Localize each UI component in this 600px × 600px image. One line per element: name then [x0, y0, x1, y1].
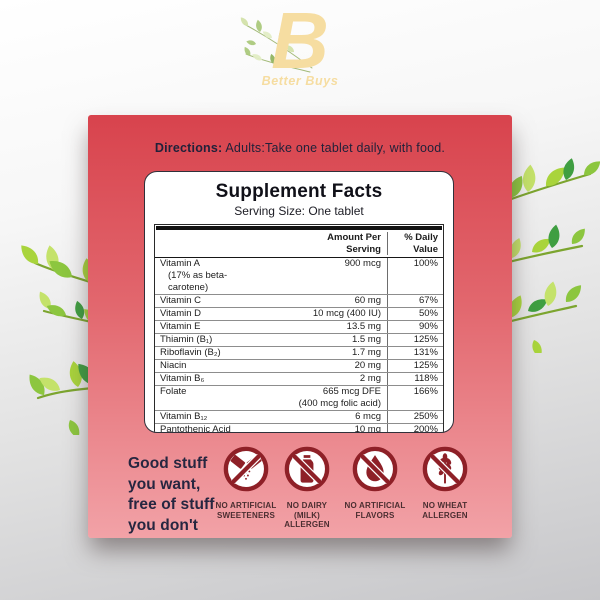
nutrient-name-cell: Vitamin A (17% as beta-carotene)	[160, 258, 228, 293]
amount-cell: 6 mcg	[355, 411, 381, 422]
logo-foliage	[238, 15, 313, 73]
label-card: Directions: Adults:Take one tablet daily,…	[88, 115, 512, 538]
nutrient-name-cell: Vitamin C	[160, 295, 202, 306]
nutrient-name-cell: Pantothenic Acid	[160, 424, 231, 433]
badge-no-wheat: NO WHEAT ALLERGEN	[406, 446, 484, 520]
badge-label: NO ARTIFICIAL FLAVORS	[344, 501, 406, 520]
daily-value-cell: 250%	[387, 411, 443, 423]
table-row: Vitamin D 10 mcg (400 IU) 50%	[155, 307, 443, 320]
nutrient-name-cell: Thiamin (B₁)	[160, 334, 213, 345]
badge-label: NO ARTIFICIAL SWEETENERS	[215, 501, 277, 520]
daily-value-cell: 50%	[387, 308, 443, 320]
no-wheat-icon	[422, 446, 468, 492]
no-dairy-icon	[284, 446, 330, 492]
column-header-daily-value: % Daily Value	[387, 232, 443, 255]
supplement-facts-table: Amount Per Serving % Daily Value Vitamin…	[154, 224, 444, 433]
nutrient-name-cell: Riboflavin (B₂)	[160, 347, 221, 358]
badge-no-artificial-flavors: NO ARTIFICIAL FLAVORS	[336, 446, 414, 520]
no-artificial-flavors-icon	[352, 446, 398, 492]
daily-value-cell: 90%	[387, 321, 443, 333]
table-header-row: Amount Per Serving % Daily Value	[155, 230, 443, 258]
supplement-facts-title: Supplement Facts	[215, 181, 383, 202]
daily-value-cell: 131%	[387, 347, 443, 359]
directions-text: Directions: Adults:Take one tablet daily,…	[88, 141, 512, 155]
nutrient-name-cell: Vitamin B₁₂	[160, 411, 208, 422]
table-row: Niacin 20 mg 125%	[155, 359, 443, 372]
column-header-amount: Amount Per Serving	[327, 232, 381, 255]
amount-cell: 1.7 mg	[351, 347, 381, 358]
table-row: Riboflavin (B₂) 1.7 mg 131%	[155, 346, 443, 359]
daily-value-cell: 100%	[387, 258, 443, 294]
directions-body: Adults:Take one tablet daily, with food.	[225, 141, 446, 155]
no-artificial-sweeteners-icon	[223, 446, 269, 492]
table-row: Vitamin B₆ 2 mg 118%	[155, 372, 443, 385]
column-header-nutrient	[155, 232, 263, 255]
table-row: Pantothenic Acid 10 mg 200%	[155, 423, 443, 433]
nutrient-name-cell: Vitamin D	[160, 308, 202, 319]
daily-value-cell: 200%	[387, 424, 443, 432]
nutrient-name-cell: Vitamin E	[160, 321, 201, 332]
badge-label: NO WHEAT ALLERGEN	[422, 501, 468, 520]
directions-label: Directions:	[154, 141, 223, 155]
nutrient-name-cell: Vitamin B₆	[160, 373, 205, 384]
amount-cell: 2 mg	[359, 373, 381, 384]
table-row: Vitamin C 60 mg 67%	[155, 294, 443, 307]
nutrient-name-cell: Folate	[160, 386, 187, 397]
tagline: Good stuff you want, free of stuff you d…	[128, 455, 215, 534]
brand-logo: B Better Buys	[225, 0, 375, 100]
daily-value-cell: 166%	[387, 386, 443, 410]
supplement-facts-panel: Supplement Facts Serving Size: One table…	[144, 171, 454, 433]
amount-cell: 900 mcg	[344, 258, 381, 269]
logo-brand-name: Better Buys	[261, 74, 339, 88]
table-row: Vitamin B₁₂ 6 mcg 250%	[155, 410, 443, 423]
amount-cell: 665 mcg DFE (400 mcg folic acid)	[298, 386, 381, 409]
daily-value-cell: 67%	[387, 295, 443, 307]
table-body: Vitamin A (17% as beta-carotene) 900 mcg …	[155, 258, 443, 433]
table-top-bar	[156, 226, 442, 230]
amount-cell: 60 mg	[354, 295, 381, 306]
daily-value-cell: 125%	[387, 334, 443, 346]
amount-cell: 1.5 mg	[351, 334, 381, 345]
table-row: Thiamin (B₁) 1.5 mg 125%	[155, 333, 443, 346]
amount-cell: 10 mg	[354, 424, 381, 433]
badge-no-artificial-sweeteners: NO ARTIFICIAL SWEETENERS	[207, 446, 285, 520]
logo-letter: B	[271, 0, 329, 85]
amount-cell: 10 mcg (400 IU)	[312, 308, 381, 319]
badge-no-dairy: NO DAIRY (MILK) ALLERGEN	[268, 446, 346, 530]
amount-cell: 13.5 mg	[346, 321, 381, 332]
nutrient-name-cell: Niacin	[160, 360, 187, 371]
table-row: Vitamin E 13.5 mg 90%	[155, 320, 443, 333]
table-row: Vitamin A (17% as beta-carotene) 900 mcg …	[155, 258, 443, 294]
table-row: Folate 665 mcg DFE (400 mcg folic acid) 1…	[155, 385, 443, 410]
badge-label: NO DAIRY (MILK) ALLERGEN	[284, 501, 330, 529]
daily-value-cell: 118%	[387, 373, 443, 385]
serving-size: Serving Size: One tablet	[234, 204, 364, 218]
daily-value-cell: 125%	[387, 360, 443, 372]
amount-cell: 20 mg	[354, 360, 381, 371]
